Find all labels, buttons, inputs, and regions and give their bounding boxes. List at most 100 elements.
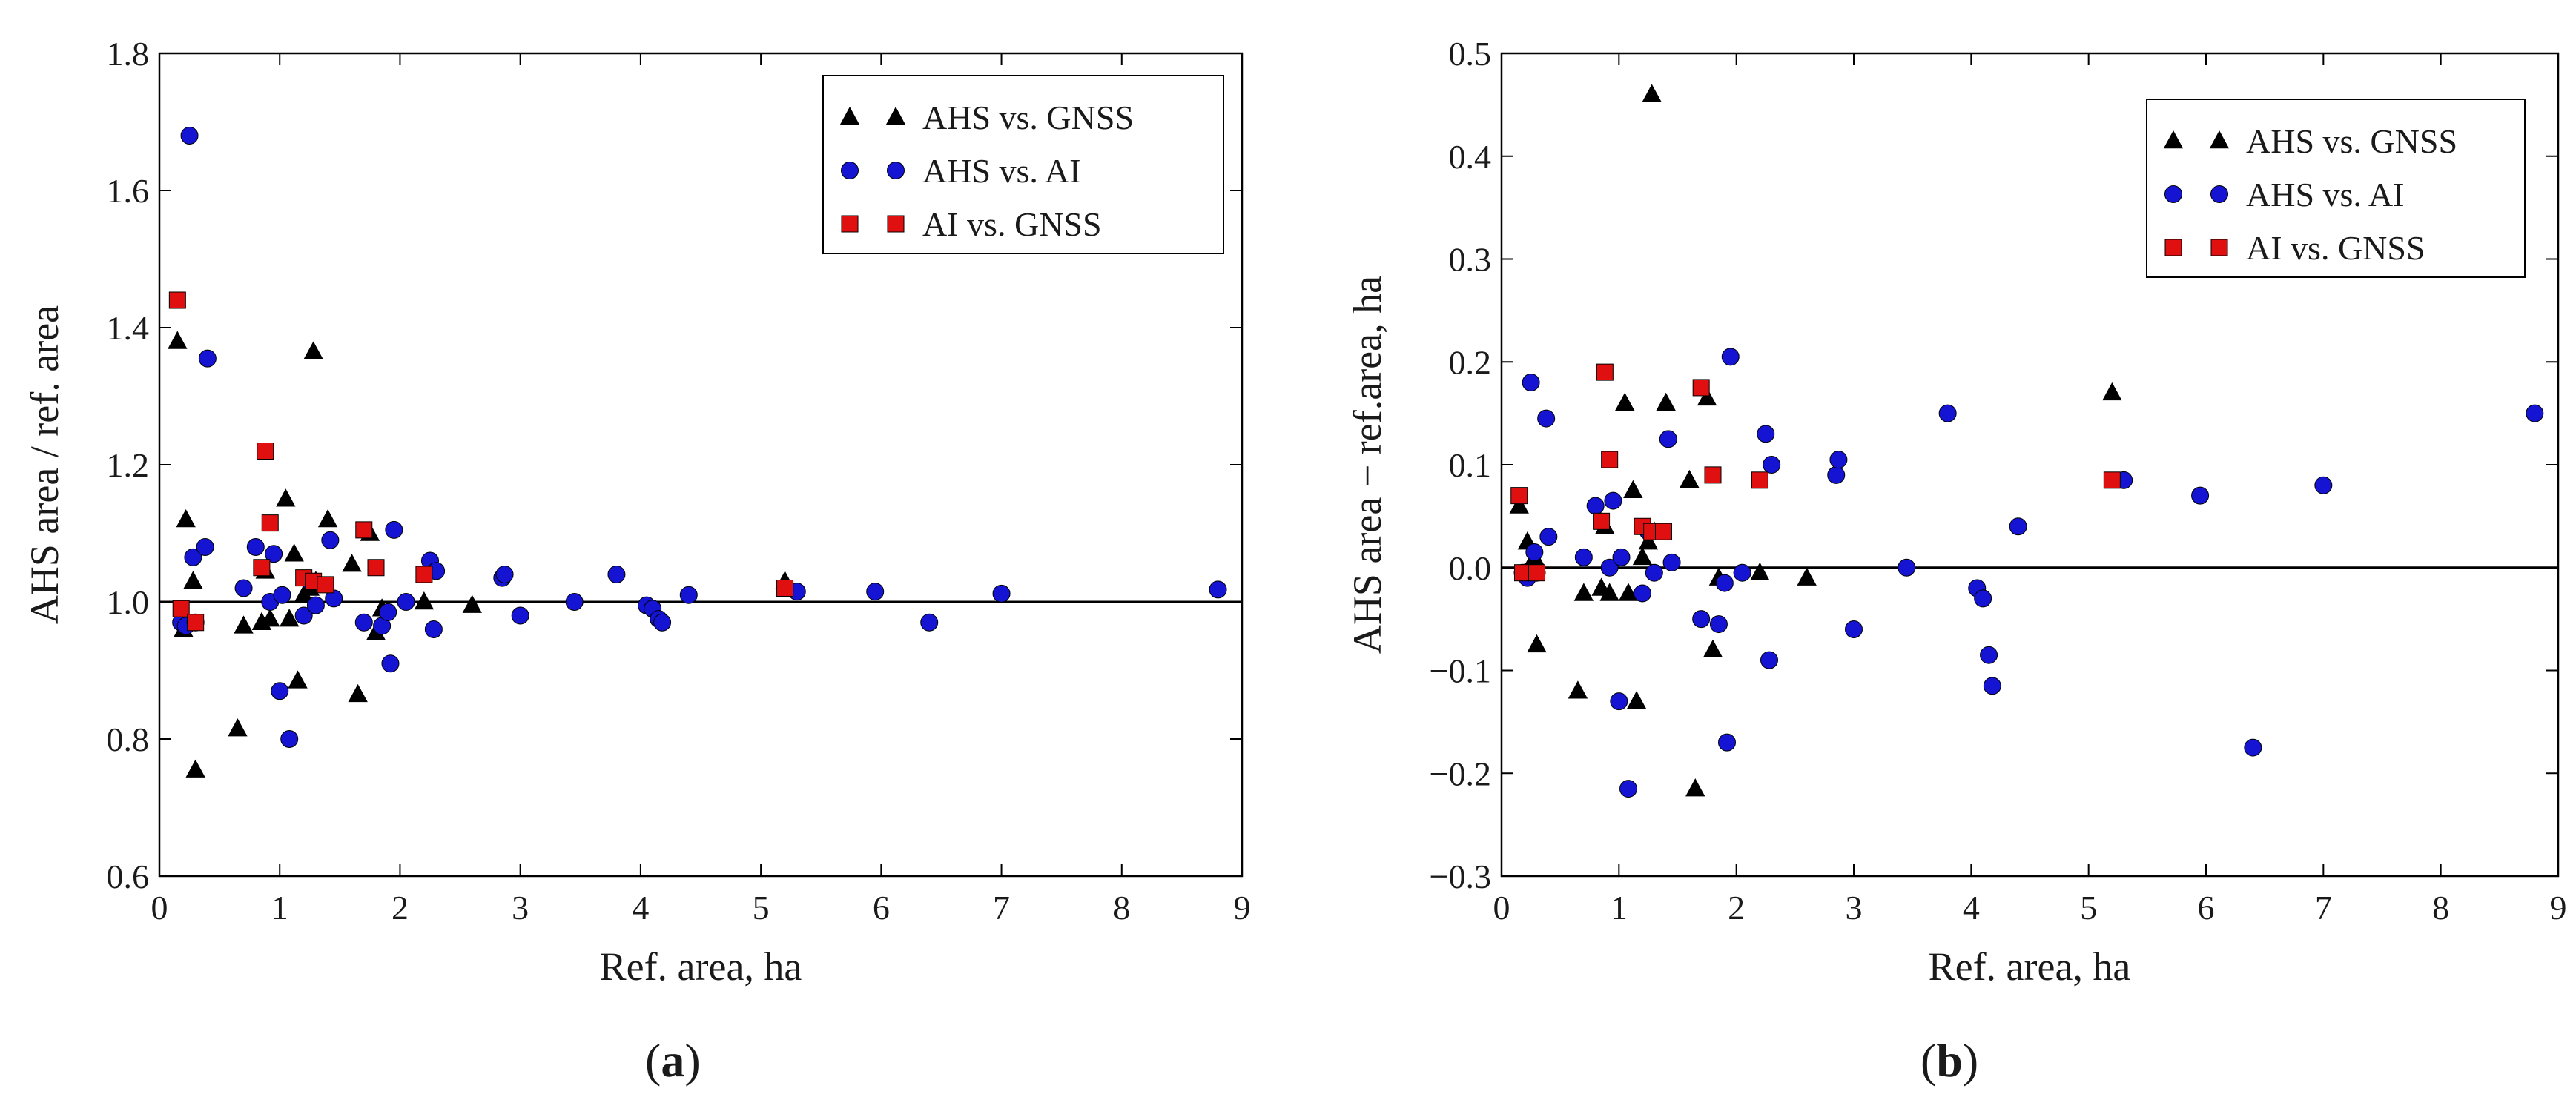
legend-marker-ahs-vs-gnss [2209,130,2230,149]
legend-marker-ahs-vs-gnss [839,106,860,125]
y-tick-label: 1.2 [107,446,150,484]
data-point-ahs-vs-ai [1574,548,1593,566]
x-tick-label: 8 [2432,889,2449,927]
data-point-ahs-vs-gnss [185,759,205,778]
y-tick-label: 0.1 [1449,446,1492,484]
data-point-ahs-vs-ai [1760,651,1778,669]
data-point-ahs-vs-gnss [1618,583,1639,601]
data-point-ahs-vs-ai [2009,517,2027,536]
data-point-ai-vs-gnss [367,559,385,577]
data-point-ahs-vs-gnss [1680,469,1700,488]
data-point-ahs-vs-gnss [288,670,308,689]
data-point-ai-vs-gnss [1655,523,1672,540]
data-point-ahs-vs-gnss [280,609,300,627]
data-point-ahs-vs-ai [1604,491,1622,510]
data-point-ahs-vs-ai [1763,456,1781,474]
data-point-ahs-vs-gnss [1568,680,1588,699]
data-point-ahs-vs-ai [385,520,403,539]
y-tick-label: 1.8 [107,35,150,73]
data-point-ahs-vs-gnss [2102,382,2122,401]
legend-box-b [2146,99,2526,278]
y-axis-label-b: AHS area − ref.area, ha [1345,276,1390,654]
legend-label-ai-vs-gnss: AI vs. GNSS [2246,229,2425,267]
y-tick-label: 1.4 [107,309,150,347]
x-tick-label: 9 [2550,889,2567,927]
data-point-ahs-vs-gnss [1599,583,1619,601]
data-point-ahs-vs-gnss [168,331,188,349]
legend-marker-ahs-vs-ai [2164,185,2182,203]
x-tick-label: 7 [2315,889,2332,927]
y-axis-label-a: AHS area / ref. area [22,305,67,624]
data-point-ahs-vs-gnss [1632,546,1653,566]
data-point-ahs-vs-ai [2191,486,2210,505]
data-point-ahs-vs-gnss [303,341,323,359]
x-tick-label: 5 [753,889,770,927]
data-point-ai-vs-gnss [168,291,186,309]
data-point-ahs-vs-ai [1612,548,1631,566]
data-point-ahs-vs-ai [920,613,939,632]
data-point-ahs-vs-ai [196,538,214,556]
data-point-ahs-vs-gnss [1703,639,1723,657]
data-point-ai-vs-gnss [1751,471,1768,489]
x-tick-label: 4 [632,889,649,927]
data-point-ai-vs-gnss [257,443,274,460]
y-tick-label: −0.1 [1430,652,1491,690]
y-tick-label: 0.4 [1449,138,1492,176]
data-point-ahs-vs-ai [294,606,313,625]
data-point-ahs-vs-ai [511,606,529,625]
data-point-ahs-vs-ai [424,620,443,638]
data-point-ahs-vs-ai [180,127,199,145]
legend-marker-ahs-vs-ai [2210,185,2228,203]
data-point-ahs-vs-ai [354,613,373,632]
data-point-ai-vs-gnss [1692,379,1710,397]
x-tick-label: 1 [1611,889,1628,927]
data-point-ahs-vs-gnss [1573,583,1594,601]
data-point-ahs-vs-ai [1983,677,2001,695]
data-point-ai-vs-gnss [1593,512,1611,530]
data-point-ahs-vs-ai [1721,348,1740,366]
legend-marker-ahs-vs-gnss [885,106,906,125]
data-point-ahs-vs-ai [397,593,415,611]
data-point-ahs-vs-ai [1709,615,1728,634]
data-point-ai-vs-gnss [1596,363,1614,381]
x-tick-label: 4 [1963,889,1980,927]
data-point-ai-vs-gnss [172,600,190,617]
data-point-ahs-vs-gnss [1656,392,1676,411]
data-point-ai-vs-gnss [1528,564,1545,582]
x-tick-label: 2 [1728,889,1745,927]
data-point-ahs-vs-ai [234,579,253,597]
data-point-ahs-vs-ai [992,584,1011,603]
data-point-ahs-vs-ai [607,566,626,583]
x-axis-label-a: Ref. area, ha [600,944,802,989]
x-tick-label: 0 [151,889,168,927]
data-point-ahs-vs-ai [679,586,698,604]
data-point-ai-vs-gnss [1601,451,1619,468]
x-tick-label: 3 [1846,889,1863,927]
legend-label-ahs-vs-gnss: AHS vs. GNSS [922,99,1134,136]
data-point-ahs-vs-gnss [176,508,196,528]
data-point-ahs-vs-gnss [1697,387,1717,406]
data-point-ahs-vs-ai [1645,563,1663,582]
data-point-ai-vs-gnss [253,559,271,577]
panel-caption-letter-b: b [1936,1034,1963,1087]
legend-marker-ahs-vs-ai [841,162,859,179]
legend-marker-ai-vs-gnss [887,215,905,233]
data-point-ahs-vs-gnss [1509,495,1529,514]
data-point-ahs-vs-gnss [260,609,280,627]
data-point-ai-vs-gnss [1704,466,1722,484]
data-point-ahs-vs-gnss [1685,778,1705,797]
x-tick-label: 5 [2080,889,2097,927]
data-point-ahs-vs-ai [321,531,340,549]
x-axis-label-b: Ref. area, ha [1929,944,2131,989]
data-point-ahs-vs-ai [1733,563,1751,582]
data-point-ai-vs-gnss [2103,471,2121,489]
data-point-ahs-vs-ai [1692,610,1711,629]
data-point-ahs-vs-ai [495,566,514,583]
data-point-ahs-vs-ai [184,548,202,566]
data-point-ahs-vs-ai [866,583,885,601]
data-points-b [1509,84,2544,798]
data-point-ahs-vs-ai [1974,589,1992,608]
data-point-ahs-vs-gnss [1642,84,1662,102]
data-point-ahs-vs-ai [246,538,265,556]
